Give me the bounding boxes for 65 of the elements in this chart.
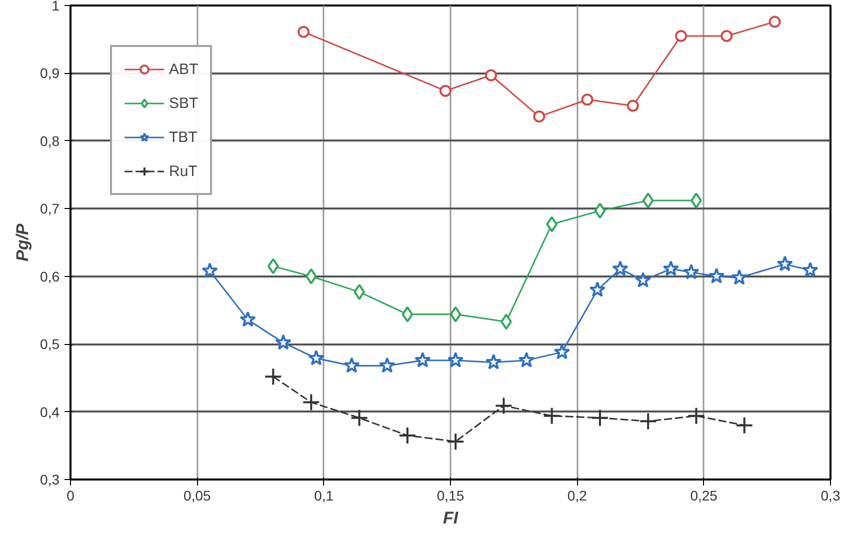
x-tick-label: 0,15	[436, 488, 464, 504]
point	[450, 306, 462, 322]
point	[581, 94, 594, 106]
point	[683, 264, 700, 280]
legend-label: RuT	[169, 162, 198, 180]
point	[594, 202, 606, 219]
point	[202, 262, 218, 278]
point	[720, 30, 733, 42]
y-axis-title: Pg/P	[13, 222, 32, 262]
point	[768, 16, 781, 28]
point	[447, 352, 464, 368]
point	[802, 262, 818, 278]
point	[542, 406, 561, 425]
point	[446, 432, 465, 451]
y-tick-label: 0,4	[40, 404, 60, 420]
point	[302, 393, 320, 412]
point	[642, 192, 654, 209]
x-tick-label: 0,05	[184, 488, 212, 504]
x-tick-label: 0,2	[567, 488, 588, 504]
point	[776, 256, 794, 272]
y-tick-label: 1	[52, 0, 60, 14]
point	[275, 334, 292, 350]
point	[398, 426, 416, 444]
point	[485, 354, 502, 370]
point	[687, 406, 706, 425]
point	[612, 260, 628, 276]
point	[379, 357, 396, 373]
point	[731, 269, 748, 285]
point	[708, 268, 725, 284]
y-tick-label: 0,7	[40, 200, 60, 217]
point	[675, 30, 688, 42]
point	[662, 260, 680, 276]
point	[402, 306, 414, 322]
x-tick-label: 0,25	[690, 488, 718, 504]
y-tick-label: 0,3	[40, 472, 60, 488]
point	[494, 396, 513, 415]
point	[485, 69, 498, 82]
point	[344, 357, 360, 373]
point	[735, 416, 754, 434]
point	[626, 100, 639, 112]
legend-label: SBT	[169, 94, 198, 112]
point	[240, 311, 256, 327]
point	[298, 26, 310, 38]
y-tick-label: 0,8	[40, 132, 60, 149]
y-tick-label: 0,5	[40, 336, 60, 352]
point	[414, 352, 431, 368]
point	[639, 412, 658, 430]
legend-label: TBT	[169, 128, 198, 146]
y-tick-label: 0,6	[40, 268, 60, 284]
x-tick-label: 0,1	[314, 488, 334, 504]
point	[518, 352, 535, 368]
point	[554, 344, 570, 360]
x-axis-title: FI	[442, 508, 460, 528]
point	[350, 408, 368, 427]
point	[589, 281, 606, 297]
x-tick-label: 0,3	[820, 488, 840, 504]
point	[308, 350, 324, 366]
point	[533, 110, 546, 123]
point	[634, 272, 652, 288]
point	[439, 84, 452, 97]
legend-label: ABT	[169, 60, 198, 78]
y-tick-label: 0,9	[40, 65, 60, 82]
x-tick-label: 0	[66, 488, 75, 504]
point	[590, 408, 609, 427]
point	[264, 368, 282, 386]
